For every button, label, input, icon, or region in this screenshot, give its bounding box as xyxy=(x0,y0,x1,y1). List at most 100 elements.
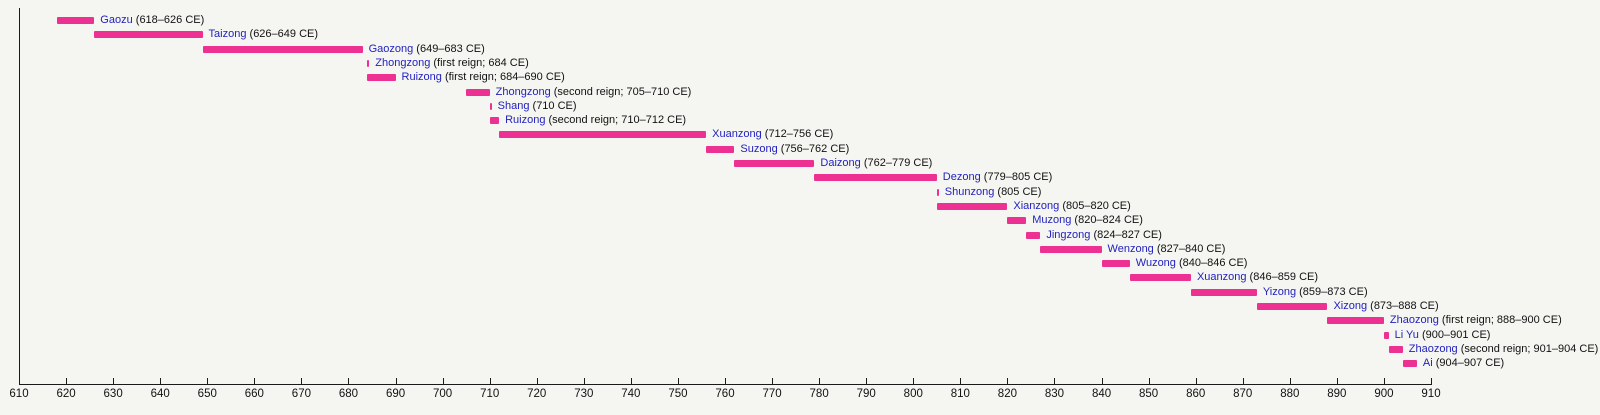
reign-detail: (824–827 CE) xyxy=(1090,228,1162,241)
x-axis-tick xyxy=(1242,378,1244,384)
reign-name: Dezong xyxy=(942,171,981,184)
x-axis-tick-label: 760 xyxy=(715,388,735,400)
reign-bar xyxy=(706,145,735,153)
reign-bar xyxy=(734,160,815,167)
x-axis-tick xyxy=(677,378,679,384)
x-axis-tick-label: 680 xyxy=(338,388,359,400)
reign-detail: (820–824 CE) xyxy=(1071,214,1143,227)
x-axis-tick xyxy=(254,378,256,384)
y-axis-line xyxy=(19,8,20,384)
x-axis-tick-label: 670 xyxy=(291,388,311,400)
x-axis-tick xyxy=(1431,378,1432,384)
x-axis-tick xyxy=(66,378,68,384)
reign-name: Yizong xyxy=(1262,285,1297,298)
x-axis-tick xyxy=(160,378,162,384)
x-axis-tick xyxy=(19,378,20,384)
reign-label: Zhongzong (second reign; 705–710 CE) xyxy=(495,85,692,98)
reign-detail: (first reign; 684 CE) xyxy=(430,56,529,69)
reign-label: Jingzong (824–827 CE) xyxy=(1046,228,1162,241)
reign-detail: (846–859 CE) xyxy=(1246,271,1319,284)
reign-name: Wuzong xyxy=(1135,257,1176,270)
x-axis-tick-label: 640 xyxy=(150,388,170,400)
reign-bar xyxy=(367,59,370,67)
reign-label: Wenzong (827–840 CE) xyxy=(1108,242,1226,255)
x-axis-tick-label: 840 xyxy=(1091,388,1112,400)
reign-name: Taizong xyxy=(208,28,247,41)
reign-label: Suzong (756–762 CE) xyxy=(740,142,850,155)
x-axis-tick xyxy=(913,378,915,384)
x-axis-tick-label: 710 xyxy=(480,388,500,400)
reign-label: Dezong (779–805 CE) xyxy=(943,172,1052,183)
reign-bar xyxy=(1402,360,1417,368)
reign-name: Daizong xyxy=(820,157,861,169)
reign-detail: (805 CE) xyxy=(994,185,1042,198)
reign-detail: (first reign; 888–900 CE) xyxy=(1438,314,1562,327)
reign-bar xyxy=(1040,245,1102,253)
reign-label: Gaozong (649–683 CE) xyxy=(368,42,485,55)
x-axis-tick xyxy=(866,378,868,384)
reign-name: Zhaozong xyxy=(1408,342,1458,355)
reign-name: Xuanzong xyxy=(712,128,762,141)
reign-detail: (second reign; 901–904 CE) xyxy=(1457,342,1599,355)
x-axis-tick-label: 860 xyxy=(1186,388,1206,400)
reign-bar xyxy=(367,74,396,82)
x-axis-tick xyxy=(301,378,303,384)
x-axis-tick xyxy=(442,378,444,384)
x-axis-tick xyxy=(113,378,115,384)
reign-label: Xizong (873–888 CE) xyxy=(1333,301,1438,312)
reign-detail: (859–873 CE) xyxy=(1296,285,1368,298)
reign-bar xyxy=(1256,303,1328,310)
reign-bar xyxy=(1190,288,1257,296)
x-axis-tick-label: 620 xyxy=(56,388,76,400)
reign-bar xyxy=(1101,260,1130,268)
x-axis-tick-label: 630 xyxy=(103,388,123,400)
reign-name: Zhongzong xyxy=(495,85,551,98)
x-axis-tick-label: 910 xyxy=(1421,388,1441,400)
reign-bar xyxy=(814,174,937,182)
reign-detail: (827–840 CE) xyxy=(1153,242,1226,255)
x-axis-tick xyxy=(207,378,209,384)
reign-name: Xuanzong xyxy=(1196,271,1247,284)
x-axis-tick xyxy=(1336,378,1338,384)
reign-name: Xizong xyxy=(1333,300,1368,312)
reign-bar xyxy=(489,102,492,110)
reign-detail: (762–779 CE) xyxy=(860,157,933,169)
reign-label: Xuanzong (846–859 CE) xyxy=(1197,272,1318,283)
x-axis-tick-label: 750 xyxy=(668,388,688,400)
x-axis-tick xyxy=(1101,378,1103,384)
reign-label: Muzong (820–824 CE) xyxy=(1032,215,1143,226)
x-axis-tick-label: 650 xyxy=(197,388,217,400)
reign-detail: (756–762 CE) xyxy=(777,142,850,155)
x-axis-tick-label: 890 xyxy=(1327,388,1347,400)
reign-bar xyxy=(1129,274,1191,282)
reign-bar xyxy=(202,45,363,53)
reign-name: Zhaozong xyxy=(1389,314,1439,327)
reign-name: Gaozong xyxy=(368,42,414,55)
x-axis-tick-label: 830 xyxy=(1044,388,1065,400)
x-axis-tick xyxy=(725,378,726,384)
reign-detail: (904–907 CE) xyxy=(1432,357,1505,370)
x-axis-tick xyxy=(395,378,397,384)
reign-detail: (873–888 CE) xyxy=(1367,300,1439,312)
reign-name: Suzong xyxy=(740,142,778,155)
reign-name: Shang xyxy=(497,99,530,112)
reign-label: Ruizong (second reign; 710–712 CE) xyxy=(505,115,686,126)
reign-bar xyxy=(1388,345,1403,353)
reign-bar xyxy=(1007,217,1027,225)
x-axis-tick xyxy=(1383,378,1385,384)
reign-name: Muzong xyxy=(1032,214,1072,227)
x-axis-tick-label: 610 xyxy=(9,388,29,400)
x-axis-tick xyxy=(489,378,491,384)
reign-label: Yizong (859–873 CE) xyxy=(1262,285,1368,298)
x-axis-tick xyxy=(583,378,585,384)
reign-bar xyxy=(94,31,203,39)
reign-label: Zhaozong (second reign; 901–904 CE) xyxy=(1408,342,1599,355)
reign-detail: (618–626 CE) xyxy=(132,14,205,26)
reign-detail: (805–820 CE) xyxy=(1059,199,1131,212)
x-axis-tick-label: 900 xyxy=(1374,388,1394,400)
x-axis-tick xyxy=(1289,378,1291,384)
x-axis-tick-label: 850 xyxy=(1139,388,1159,400)
x-axis-tick-label: 660 xyxy=(244,388,264,400)
x-axis-tick xyxy=(1148,378,1150,384)
